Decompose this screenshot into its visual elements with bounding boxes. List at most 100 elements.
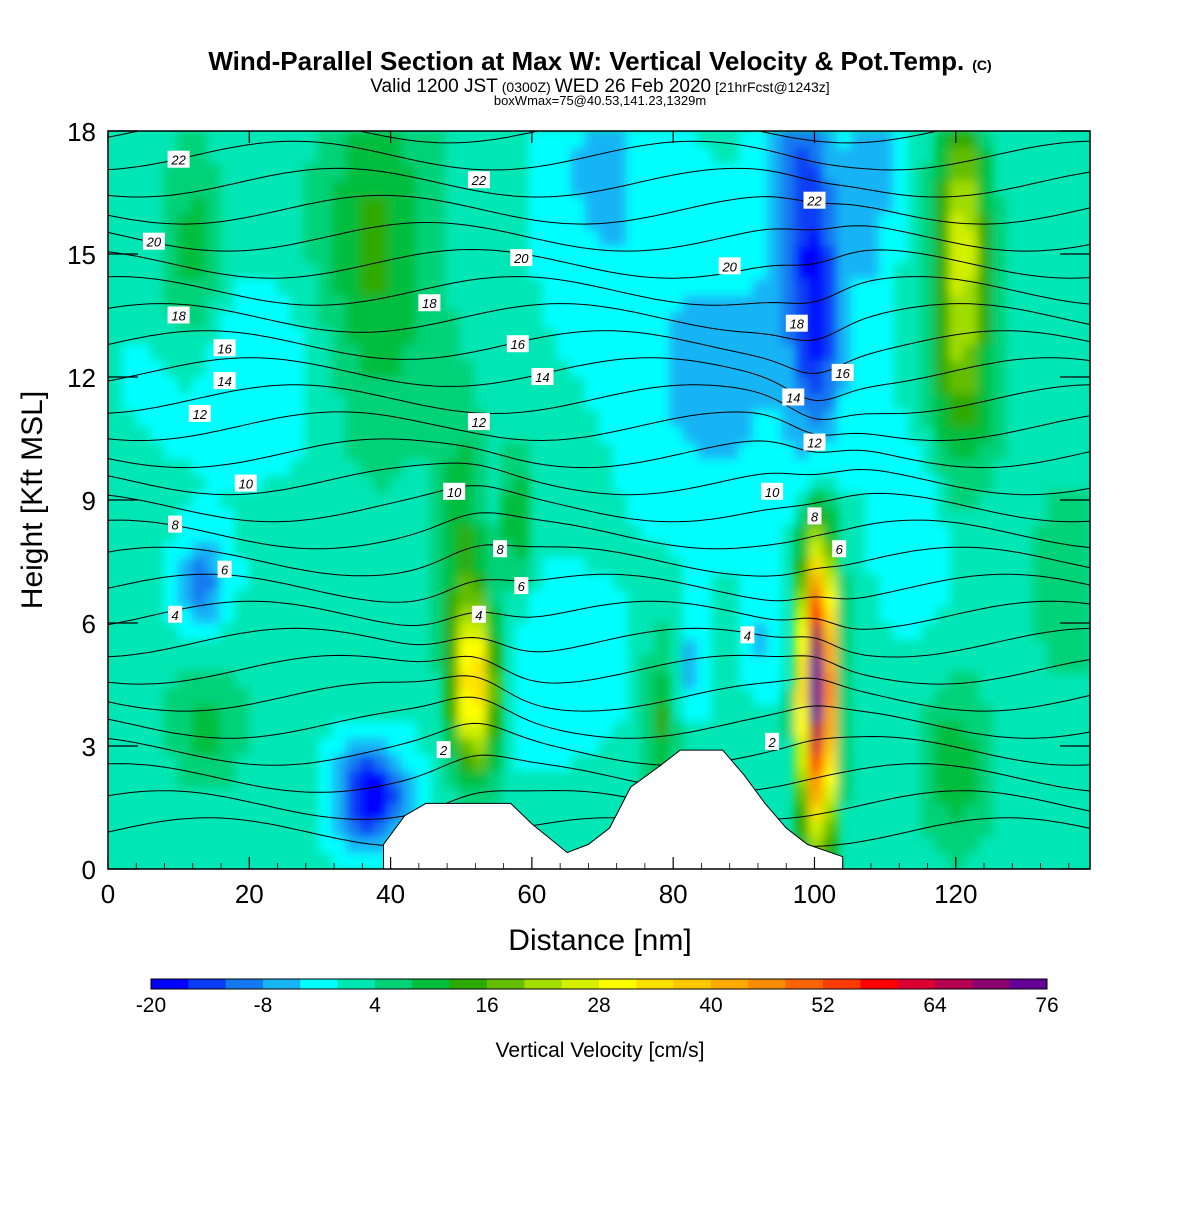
y-tick-label: 18 [67, 117, 96, 147]
x-axis-label: Distance [nm] [508, 924, 691, 957]
contour-label: 4 [168, 605, 183, 623]
y-tick-label: 3 [82, 732, 96, 762]
y-tick-label: 0 [82, 855, 96, 885]
contour-label: 16 [213, 339, 236, 357]
y-tick-label: 15 [67, 240, 96, 270]
colorbar: -20 -8 4 16 28 40 52 64 76 [136, 978, 1059, 1017]
theta-contour-line [108, 573, 1090, 603]
contour-label: 12 [467, 413, 490, 431]
svg-text:18: 18 [422, 296, 437, 311]
theta-contour-line [108, 600, 1090, 630]
colorbar-swatch [225, 979, 264, 989]
y-axis: 0 3 6 9 12 15 18 [67, 117, 1090, 885]
colorbar-swatch [1009, 979, 1048, 989]
contour-label: 16 [831, 363, 854, 381]
contour-label: 20 [142, 232, 165, 250]
theta-contour-line [108, 627, 1090, 658]
svg-text:6: 6 [518, 579, 526, 594]
chart-subtitle: Valid 1200 JST (0300Z) WED 26 Feb 2020 [21h… [370, 76, 829, 97]
colorbar-tick-label: 4 [369, 994, 381, 1017]
svg-text:18: 18 [790, 317, 805, 332]
theta-contour-line [108, 194, 1090, 225]
colorbar-tick-label: 40 [699, 994, 722, 1017]
theta-contour-line [108, 222, 1090, 252]
contour-label: 10 [761, 482, 784, 500]
colorbar-tick-label: 76 [1035, 994, 1058, 1017]
contour-label: 8 [807, 507, 822, 525]
svg-text:12: 12 [472, 415, 487, 430]
colorbar-swatch [748, 979, 787, 989]
theta-contour-line [108, 696, 1090, 739]
contour-label: 18 [785, 314, 808, 332]
theta-contour-line [108, 131, 940, 144]
theta-contour-line [108, 384, 1090, 421]
y-tick-label: 6 [82, 609, 96, 639]
theta-contour-line [108, 276, 1090, 306]
x-tick-label: 60 [517, 879, 546, 909]
colorbar-swatch [263, 979, 301, 989]
terrain [383, 749, 844, 869]
theta-contours [108, 131, 1090, 847]
theta-contour-line [108, 722, 1090, 766]
contour-label: 6 [514, 577, 529, 595]
theta-contour-line [108, 675, 1090, 712]
theta-contour-line [108, 330, 1090, 374]
contour-label: 22 [167, 150, 190, 168]
contour-label: 4 [740, 626, 755, 644]
colorbar-swatch [785, 979, 824, 989]
colorbar-swatch [300, 979, 339, 989]
svg-text:8: 8 [496, 542, 504, 557]
x-axis: 0 20 40 60 80 100 120 [101, 131, 1070, 909]
x-tick-label: 100 [793, 879, 836, 909]
colorbar-tick-label: 64 [923, 994, 947, 1017]
svg-text:16: 16 [835, 366, 850, 381]
theta-contour-line [108, 303, 1090, 342]
colorbar-swatch [412, 979, 451, 989]
svg-text:12: 12 [807, 436, 822, 451]
theta-contour-line [108, 485, 1090, 523]
colorbar-label: Vertical Velocity [cm/s] [496, 1039, 705, 1062]
contour-label: 8 [493, 540, 508, 558]
y-tick-label: 9 [82, 486, 96, 516]
svg-text:20: 20 [146, 235, 162, 250]
x-tick-label: 40 [376, 879, 405, 909]
colorbar-swatch [599, 979, 637, 989]
theta-contour-line [108, 512, 1090, 550]
svg-text:4: 4 [475, 608, 482, 623]
colorbar-swatch [337, 979, 376, 989]
contour-label: 20 [510, 249, 533, 267]
colorbar-swatch [449, 979, 488, 989]
svg-text:14: 14 [786, 391, 800, 406]
contour-label: 14 [213, 372, 236, 390]
theta-contour-line [108, 357, 1090, 402]
colorbar-swatch [487, 979, 525, 989]
svg-text:16: 16 [511, 337, 526, 352]
contour-label: 18 [418, 294, 441, 312]
y-axis-label: Height [Kft MSL] [16, 391, 49, 609]
svg-text:10: 10 [447, 485, 462, 500]
contour-label: 10 [234, 474, 257, 492]
theta-contour-line [108, 167, 1090, 198]
contour-label: 22 [803, 191, 826, 209]
colorbar-swatch [524, 979, 563, 989]
colorbar-swatch [711, 979, 749, 989]
x-tick-label: 0 [101, 879, 115, 909]
contour-label: 6 [832, 540, 847, 558]
colorbar-swatch [561, 979, 600, 989]
contour-label: 8 [168, 515, 183, 533]
contour-label: 22 [467, 171, 490, 189]
contour-label: 6 [217, 560, 232, 578]
svg-text:22: 22 [170, 153, 186, 168]
theta-contour-line [108, 462, 1090, 496]
theta-contour-line [108, 411, 1090, 442]
svg-text:8: 8 [171, 518, 179, 533]
svg-text:22: 22 [806, 194, 822, 209]
x-tick-label: 20 [235, 879, 264, 909]
svg-text:4: 4 [171, 608, 178, 623]
svg-text:12: 12 [193, 407, 208, 422]
svg-text:16: 16 [217, 341, 232, 356]
